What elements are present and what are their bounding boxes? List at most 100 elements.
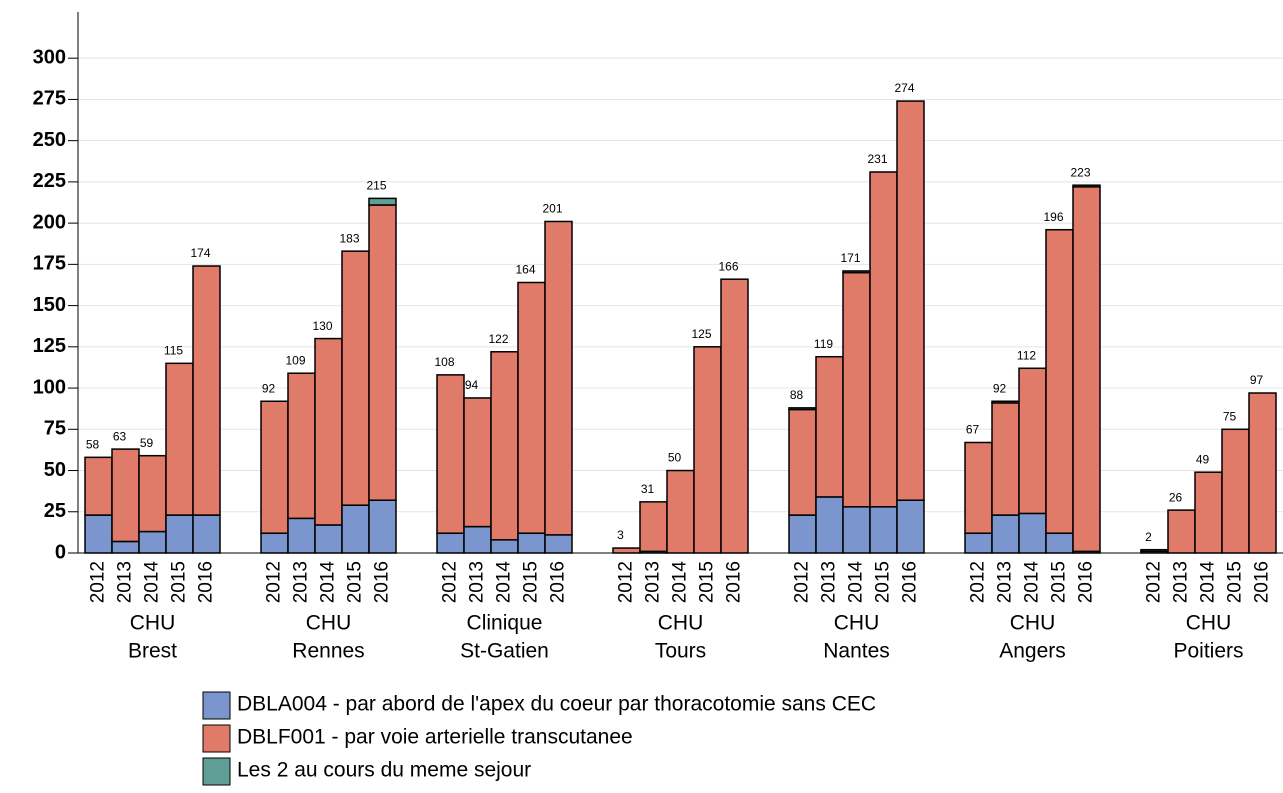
total-label: 67 — [966, 423, 980, 437]
bar-segment — [842, 506, 871, 554]
group-label: Tours — [655, 640, 706, 663]
bar-segment — [1072, 184, 1101, 188]
bar-segment — [1140, 548, 1169, 553]
x-tick-label: 2012 — [616, 561, 637, 603]
total-label: 171 — [840, 251, 860, 265]
group-label: Clinique — [467, 612, 543, 635]
x-tick-label: 2015 — [873, 561, 894, 603]
bar-segment — [964, 532, 993, 554]
total-label: 122 — [488, 332, 508, 346]
y-tick-label: 250 — [33, 129, 66, 151]
bar-segment — [1167, 509, 1196, 554]
x-tick-label: 2016 — [724, 561, 745, 603]
bar-segment — [815, 355, 844, 498]
x-tick-label: 2014 — [846, 561, 867, 604]
total-label: 231 — [867, 152, 887, 166]
bar-segment — [1018, 367, 1047, 515]
y-tick-label: 50 — [44, 459, 66, 481]
group-label: CHU — [306, 612, 352, 635]
y-tick-label: 0 — [55, 541, 66, 563]
total-label: 274 — [894, 81, 914, 95]
group-label: CHU — [1186, 612, 1232, 635]
bar-segment — [1072, 186, 1101, 553]
x-tick-label: 2015 — [521, 561, 542, 603]
group-label: CHU — [834, 612, 880, 635]
bar-segment — [368, 204, 397, 501]
x-tick-label: 2012 — [88, 561, 109, 603]
total-label: 92 — [262, 381, 276, 395]
x-tick-label: 2014 — [318, 561, 339, 604]
y-tick-label: 175 — [33, 253, 66, 275]
x-tick-label: 2016 — [900, 561, 921, 603]
x-tick-label: 2016 — [196, 561, 217, 603]
bar-segment — [84, 456, 113, 516]
x-tick-label: 2015 — [345, 561, 366, 603]
bar-segment — [436, 532, 465, 554]
x-tick-label: 2014 — [494, 561, 515, 604]
total-label: 3 — [617, 528, 624, 542]
x-tick-label: 2015 — [697, 561, 718, 603]
legend-label: DBLA004 - par abord de l'apex du coeur p… — [237, 693, 876, 716]
total-label: 2 — [1145, 530, 1152, 544]
x-tick-label: 2013 — [1171, 561, 1192, 603]
bar-segment — [693, 346, 722, 554]
bar-segment — [192, 514, 221, 554]
x-tick-label: 2013 — [995, 561, 1016, 603]
bar-segment — [964, 441, 993, 534]
x-tick-label: 2014 — [1022, 561, 1043, 604]
total-label: 112 — [1017, 348, 1036, 362]
x-tick-label: 2014 — [670, 561, 691, 604]
legend-label: DBLF001 - par voie arterielle transcutan… — [237, 726, 633, 749]
bar-segment — [1045, 532, 1074, 554]
total-label: 164 — [515, 263, 535, 277]
bar-segment — [1045, 228, 1074, 534]
bar-segment — [287, 517, 316, 554]
total-label: 196 — [1043, 210, 1063, 224]
total-label: 49 — [1196, 452, 1210, 466]
bar-segment — [1018, 512, 1047, 554]
total-label: 109 — [285, 353, 305, 367]
bar-segment — [720, 278, 749, 554]
total-label: 215 — [366, 179, 386, 193]
bar-segment — [869, 171, 898, 508]
y-tick-label: 100 — [33, 376, 66, 398]
bar-segment — [896, 100, 925, 501]
x-tick-label: 2012 — [264, 561, 285, 603]
x-tick-label: 2012 — [968, 561, 989, 603]
bar-segment — [815, 496, 844, 554]
bar-segment — [490, 351, 519, 541]
bar-segment — [463, 525, 492, 554]
bar-segment — [84, 514, 113, 554]
bar-segment — [544, 220, 573, 536]
x-tick-label: 2016 — [1076, 561, 1097, 603]
group-label: St-Gatien — [460, 640, 549, 663]
x-tick-label: 2013 — [819, 561, 840, 603]
group-label: Brest — [128, 640, 177, 663]
x-tick-label: 2013 — [115, 561, 136, 603]
x-tick-label: 2014 — [142, 561, 163, 604]
bar-segment — [463, 397, 492, 528]
bar-segment — [260, 532, 289, 554]
legend-label: Les 2 au cours du meme sejour — [237, 759, 531, 782]
total-label: 58 — [86, 438, 100, 452]
group-label: Poitiers — [1173, 640, 1243, 663]
legend-swatch — [202, 757, 231, 786]
y-tick-label: 275 — [33, 88, 66, 110]
bar-segment — [436, 374, 465, 534]
bar-segment — [192, 265, 221, 516]
bar-segment — [666, 469, 695, 554]
bar-segment — [490, 539, 519, 554]
x-tick-label: 2013 — [467, 561, 488, 603]
bar-segment — [341, 504, 370, 554]
bar-segment — [612, 547, 641, 554]
x-tick-label: 2012 — [1144, 561, 1165, 603]
bar-segment — [138, 530, 167, 554]
bar-segment — [368, 197, 397, 206]
legend-swatch — [202, 724, 231, 753]
bar-segment — [165, 362, 194, 516]
bar-segment — [869, 506, 898, 554]
x-tick-label: 2015 — [1049, 561, 1070, 603]
bar-segment — [517, 281, 546, 534]
bar-segment — [314, 524, 343, 554]
total-label: 75 — [1223, 409, 1237, 423]
